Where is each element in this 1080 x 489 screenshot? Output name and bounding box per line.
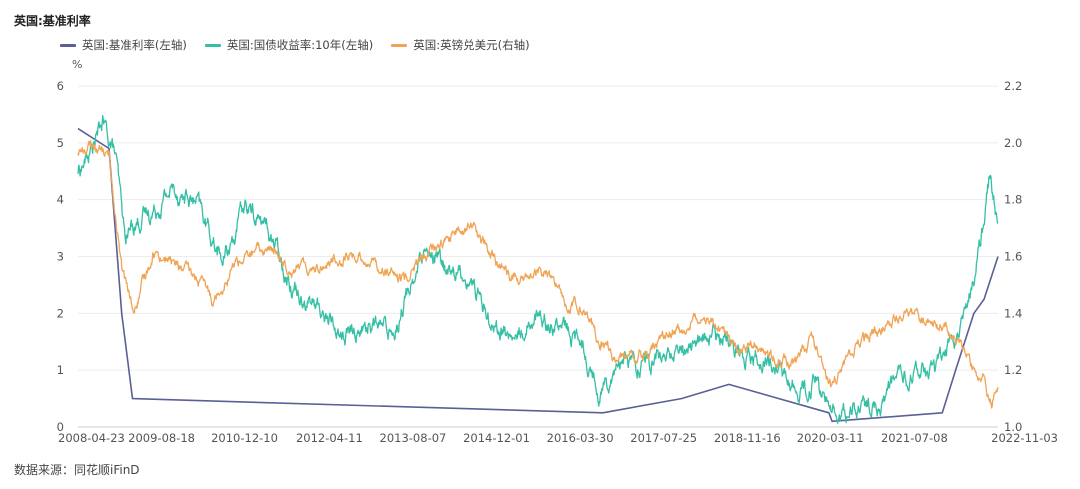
x-axis-tick-label: 2016-03-30: [547, 431, 614, 445]
left-axis-tick-label: 2: [57, 306, 64, 320]
left-axis-tick-label: 4: [57, 193, 64, 207]
legend-label-base-rate: 英国:基准利率(左轴): [82, 38, 187, 52]
legend-swatch-base-rate: [60, 43, 76, 47]
x-axis-tick-label: 2008-04-23: [58, 431, 125, 445]
legend-label-gbpusd: 英国:英镑兑美元(右轴): [413, 38, 530, 52]
x-axis-tick-label: 2021-07-08: [881, 431, 948, 445]
legend-label-gilt-10y: 英国:国债收益率:10年(左轴): [226, 38, 374, 52]
legend-swatch-gilt-10y: [204, 43, 221, 47]
x-axis-tick-label: 2014-12-01: [463, 431, 530, 445]
right-axis-tick-label: 1.6: [1004, 250, 1022, 264]
right-axis-tick-label: 2.0: [1004, 136, 1022, 150]
legend-swatch-gbpusd: [391, 43, 408, 47]
left-axis-tick-label: 0: [57, 420, 64, 434]
x-axis-tick-label: 2013-08-07: [380, 431, 447, 445]
x-axis-tick-label: 2012-04-11: [296, 431, 363, 445]
legend-item-gbpusd[interactable]: 英国:英镑兑美元(右轴): [391, 37, 530, 53]
left-axis-tick-label: 3: [57, 250, 64, 264]
x-axis-tick-label: 2018-11-16: [714, 431, 781, 445]
chart-title: 英国:基准利率: [14, 14, 91, 28]
x-axis-tick-label: 2010-12-10: [211, 431, 278, 445]
right-axis-tick-label: 1.0: [1004, 420, 1022, 434]
x-axis-tick-label: 2017-07-25: [630, 431, 697, 445]
left-axis-tick-label: 1: [57, 363, 64, 377]
right-axis-tick-label: 1.8: [1004, 193, 1022, 207]
left-axis-unit: %: [72, 58, 82, 71]
x-axis-tick-label: 2022-11-03: [991, 431, 1058, 445]
x-axis-tick-label: 2009-08-18: [128, 431, 195, 445]
legend-item-base-rate[interactable]: 英国:基准利率(左轴): [60, 37, 187, 53]
series-line-gbpusd: [77, 140, 999, 409]
right-axis-tick-label: 1.2: [1004, 363, 1022, 377]
series-line-base-rate: [77, 127, 999, 423]
data-source: 数据来源：同花顺iFinD: [14, 463, 140, 477]
chart-legend: 英国:基准利率(左轴) 英国:国债收益率:10年(左轴) 英国:英镑兑美元(右轴…: [60, 37, 530, 53]
right-axis-tick-label: 2.2: [1004, 79, 1022, 93]
left-axis-tick-label: 5: [57, 136, 64, 150]
series-line-gilt-10y: [77, 115, 999, 424]
right-axis-tick-label: 1.4: [1004, 306, 1022, 320]
left-axis-tick-label: 6: [57, 79, 64, 93]
x-axis-tick-label: 2020-03-11: [797, 431, 864, 445]
legend-item-gilt-10y[interactable]: 英国:国债收益率:10年(左轴): [204, 37, 374, 53]
